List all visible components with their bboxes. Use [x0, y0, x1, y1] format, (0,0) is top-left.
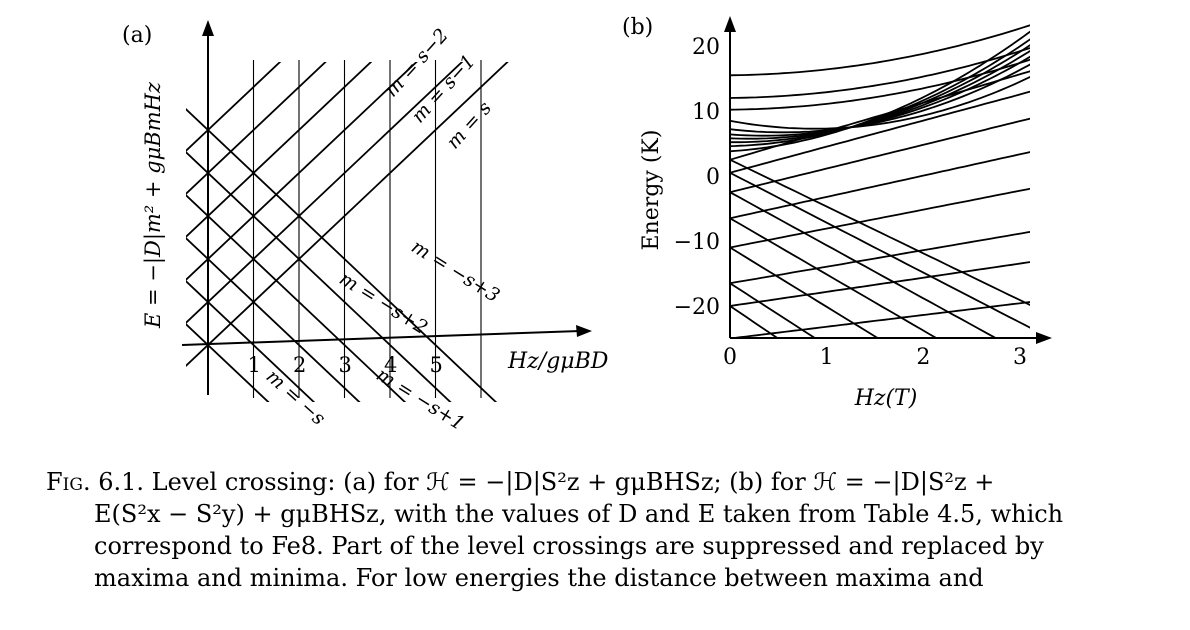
panel-b-level-descending-17 — [730, 305, 779, 338]
panel-a-x-tick-5: 5 — [430, 353, 443, 377]
caption-text-1: Level crossing: (a) for ℋ = −|D|S²z + gμ… — [151, 468, 995, 496]
panel-a-line-1 — [186, 322, 270, 402]
panel-b-level-14 — [730, 151, 1030, 220]
curve-label-m-minus-s-plus-2: m = −s+2 — [335, 268, 431, 339]
panel-b-level-2 — [730, 47, 1030, 99]
panel-b-level-descending-15 — [730, 246, 880, 338]
panel-a-x-axis — [181, 330, 581, 346]
panel-a-line-3 — [186, 236, 361, 402]
panel-b-x-tick-2: 2 — [916, 345, 930, 370]
panel-b-x-axis-label: Hz(T) — [854, 386, 918, 411]
caption-figure-label: Fig. 6.1. — [46, 468, 145, 496]
caption-line-3: correspond to Fe8. Part of the level cro… — [94, 532, 1044, 560]
panel-b-y-tick--10: −10 — [674, 230, 720, 255]
panel-a-line-2 — [186, 279, 316, 402]
panel-a-line-5 — [186, 150, 452, 402]
panel-b-y-tick-0: 0 — [706, 165, 720, 190]
panel-a-x-arrowhead — [576, 325, 592, 337]
curve-label-m-minus-s-plus-3: m = −s+3 — [407, 236, 503, 307]
panel-b-energy-levels-plot: (b) 20 10 0 −10 −20 0 1 2 3 Energy (K) Hz(T) — [622, 15, 1052, 411]
panel-b-level-10 — [730, 30, 1030, 153]
panel-b-level-13 — [730, 117, 1030, 194]
panel-a-label: (a) — [122, 23, 152, 48]
panel-a-line-6 — [186, 107, 498, 402]
panel-b-x-tick-labels: 0 1 2 3 — [723, 345, 1027, 370]
panel-b-level-12 — [730, 90, 1030, 174]
panel-a-x-axis-label: Hz/gμBD — [507, 349, 609, 374]
figure: (a) 1 2 3 4 5 Hz/gμBD E = −|D|m² + gμBmHz m … — [122, 15, 1052, 435]
panel-a-y-axis-label: E = −|D|m² + gμBmHz — [141, 81, 166, 329]
panel-b-level-3 — [730, 58, 1030, 111]
caption-line-4: maxima and minima. For low energies the … — [94, 564, 984, 592]
panel-a-x-tick-3: 3 — [339, 353, 352, 377]
panel-b-x-tick-0: 0 — [723, 345, 737, 370]
panel-b-level-descending-12 — [730, 171, 1030, 329]
panel-a-line-8 — [186, 62, 464, 325]
panel-b-level-18 — [730, 301, 1030, 338]
panel-a-vertical-gridlines — [252, 60, 482, 398]
panel-b-level-5 — [730, 63, 1030, 134]
panel-a-x-tick-labels: 1 2 3 4 5 — [248, 353, 443, 377]
panel-b-y-tick--20: −20 — [674, 295, 720, 320]
panel-a-line-9 — [186, 62, 418, 282]
panel-a-energy-lines — [186, 62, 509, 402]
panel-b-y-arrowhead — [724, 16, 736, 32]
panel-a-x-tick-2: 2 — [293, 353, 306, 377]
panel-a-line-7 — [186, 62, 509, 368]
panel-b-level-descending-16 — [730, 282, 817, 338]
panel-a-line-12 — [186, 62, 282, 153]
panel-b-level-descending-14 — [730, 217, 938, 338]
panel-b-y-tick-20: 20 — [692, 35, 720, 60]
panel-a-line-10 — [186, 62, 373, 239]
panel-b-level-descending-11 — [730, 158, 1030, 307]
panel-b-label: (b) — [622, 15, 653, 40]
panel-b-level-17 — [730, 261, 1030, 307]
panel-b-level-1 — [730, 24, 1030, 77]
panel-b-x-tick-1: 1 — [820, 345, 834, 370]
panel-a-line-11 — [186, 62, 327, 196]
panel-a-x-tick-4: 4 — [384, 353, 397, 377]
panel-a-level-crossing-diagram: (a) 1 2 3 4 5 Hz/gμBD E = −|D|m² + gμBmHz m … — [122, 20, 609, 435]
panel-a-x-tick-1: 1 — [248, 353, 261, 377]
panel-b-level-7 — [730, 49, 1030, 140]
panel-b-level-6 — [730, 55, 1030, 137]
panel-b-level-11 — [730, 70, 1030, 161]
panel-b-x-arrowhead — [1036, 332, 1052, 344]
caption-line-2: E(S²x − S²y) + gμBHSz, with the values o… — [94, 500, 1064, 528]
panel-a-y-arrowhead — [202, 20, 214, 36]
panel-b-level-8 — [730, 44, 1030, 144]
figure-caption: Fig. 6.1. Level crossing: (a) for ℋ = −|… — [46, 466, 1146, 594]
panel-b-level-15 — [730, 187, 1030, 249]
panel-b-y-tick-labels: 20 10 0 −10 −20 — [674, 35, 720, 320]
panel-b-y-tick-10: 10 — [692, 100, 720, 125]
panel-a-line-4 — [186, 193, 407, 402]
panel-b-y-axis-label: Energy (K) — [639, 130, 664, 251]
panel-b-x-tick-3: 3 — [1013, 345, 1027, 370]
panel-b-level-descending-13 — [730, 191, 998, 338]
curve-label-m-s: m = s — [442, 97, 496, 153]
caption-line-1: Fig. 6.1. Level crossing: (a) for ℋ = −|… — [46, 466, 1146, 498]
panel-b-energy-curves — [730, 24, 1030, 338]
panel-b-level-4 — [730, 76, 1030, 130]
panel-b-level-9 — [730, 38, 1030, 147]
